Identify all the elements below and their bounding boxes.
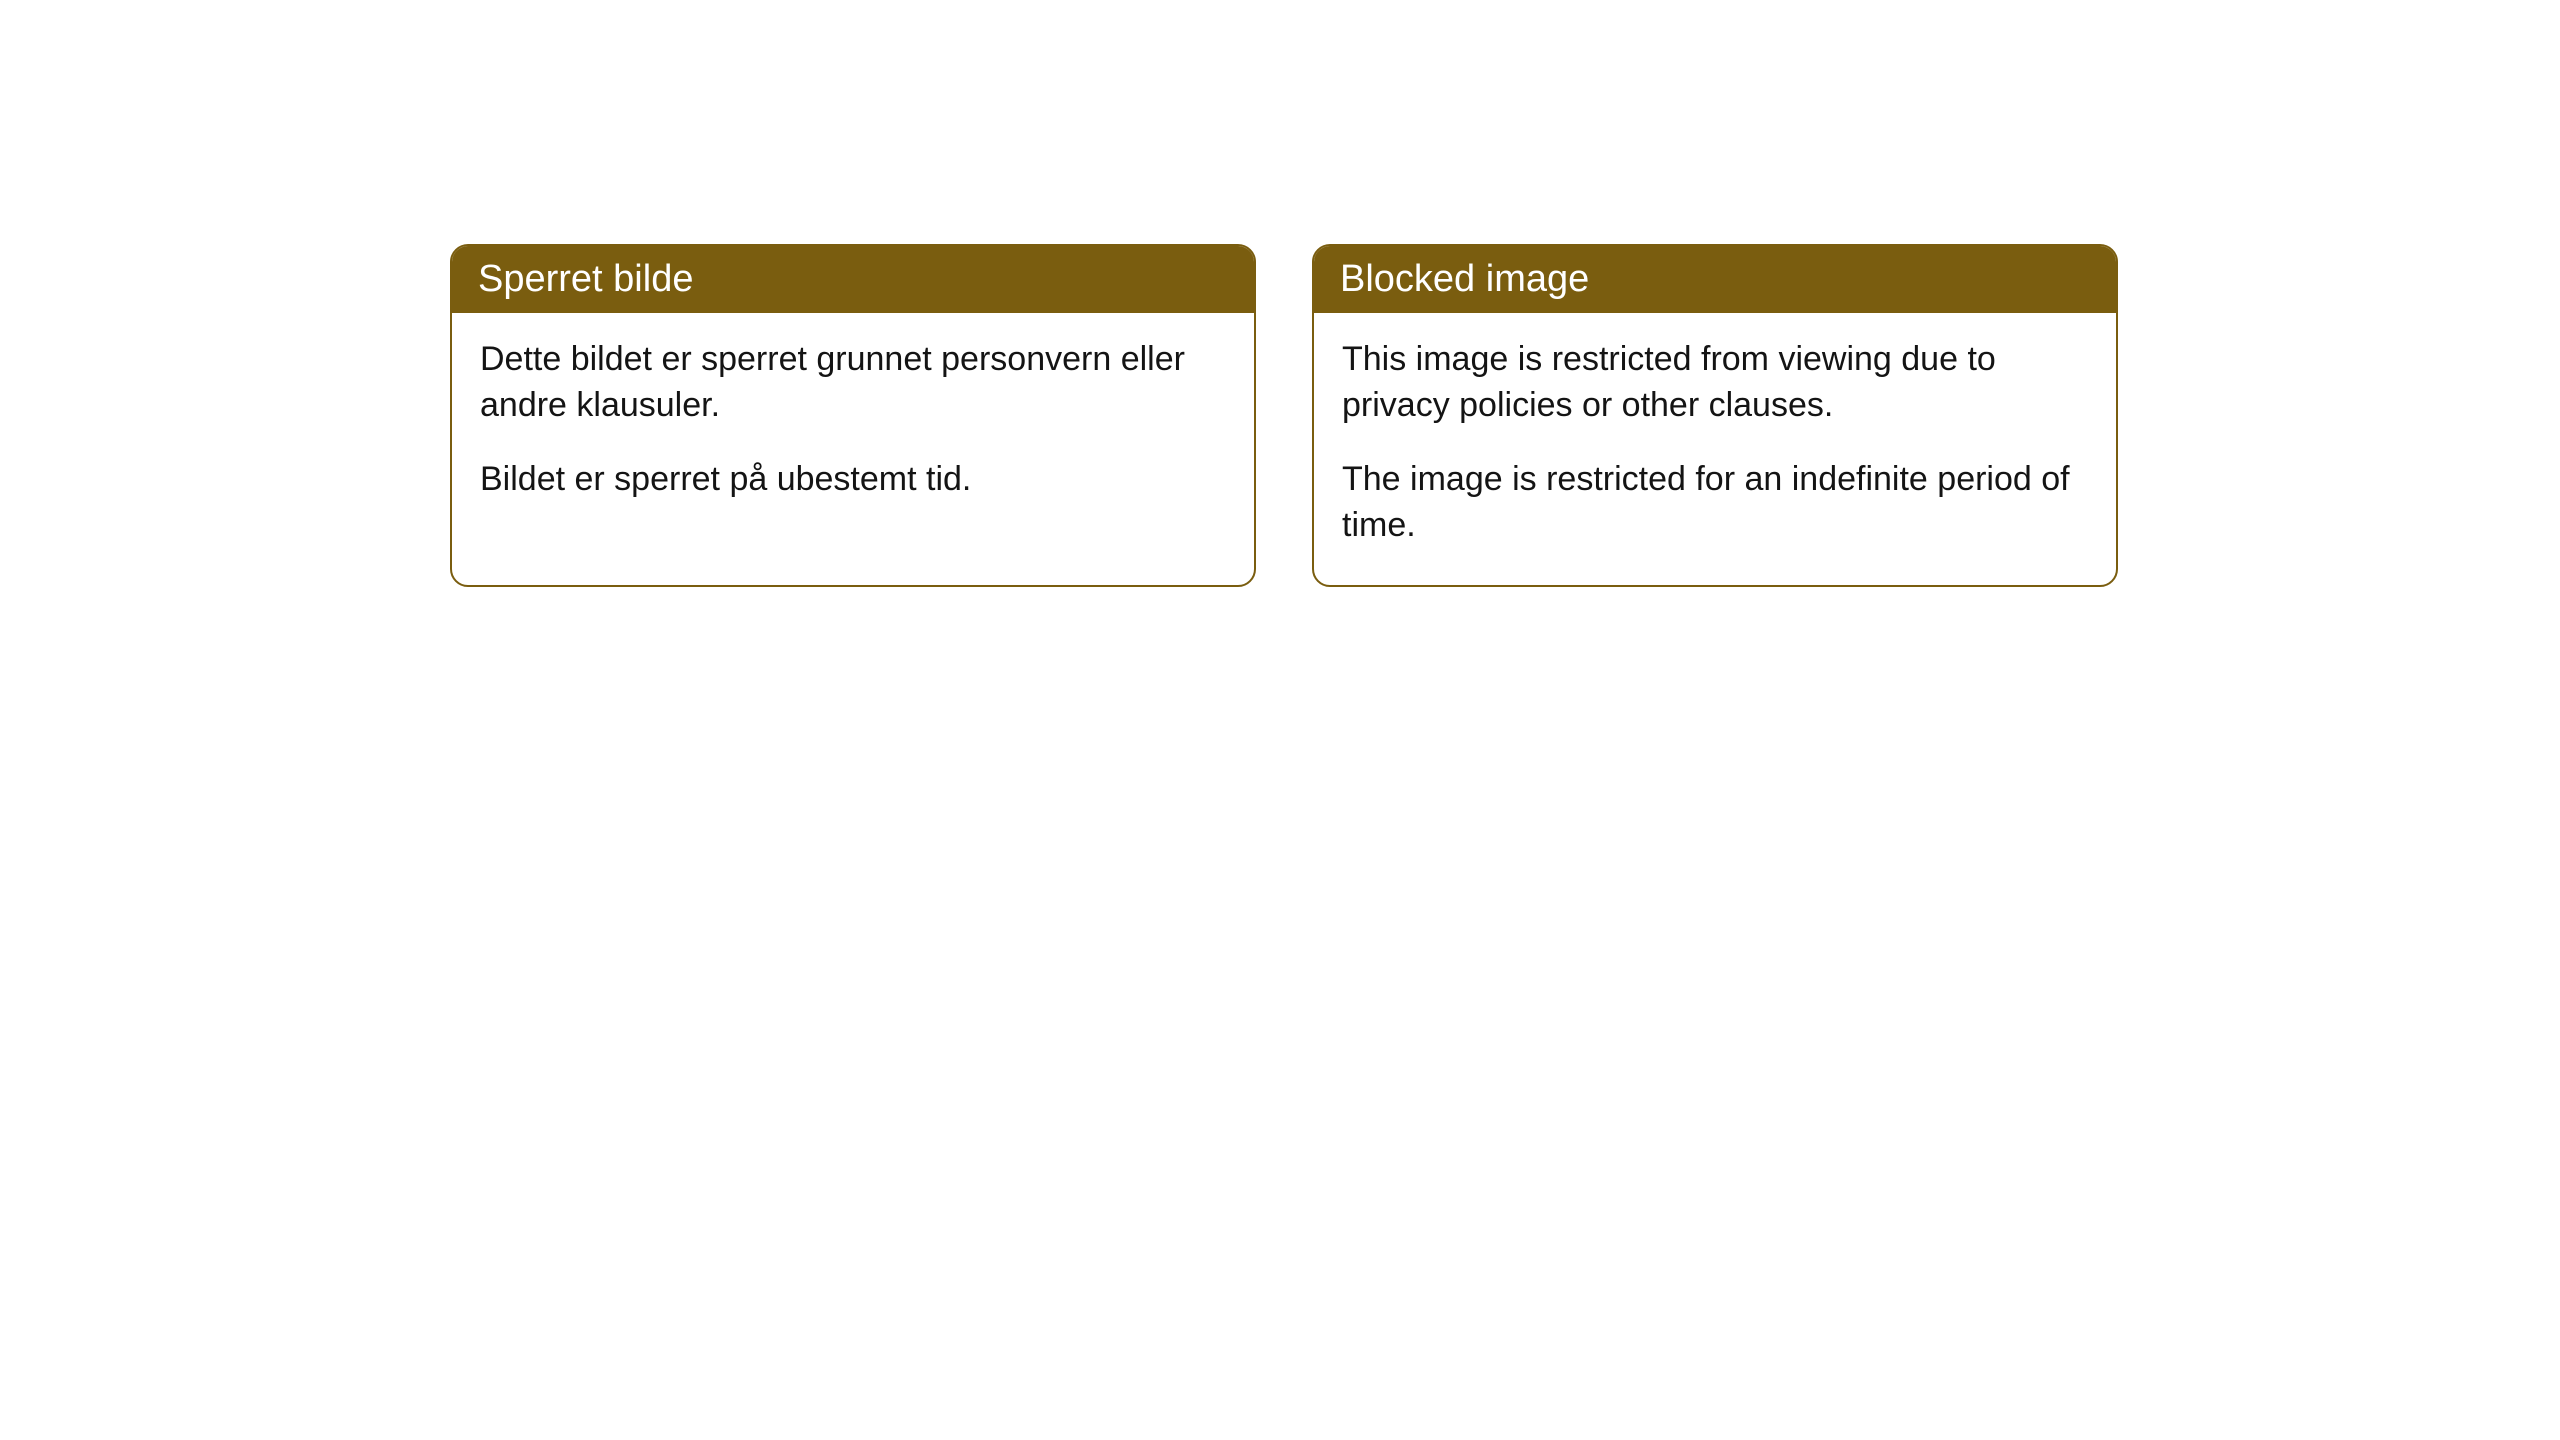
card-body-norwegian: Dette bildet er sperret grunnet personve… — [452, 313, 1254, 539]
card-text-eng-1: This image is restricted from viewing du… — [1342, 337, 2088, 429]
card-body-english: This image is restricted from viewing du… — [1314, 313, 2116, 585]
card-english: Blocked image This image is restricted f… — [1312, 244, 2118, 587]
cards-container: Sperret bilde Dette bildet er sperret gr… — [0, 0, 2560, 587]
card-text-nor-2: Bildet er sperret på ubestemt tid. — [480, 457, 1226, 503]
card-header-english: Blocked image — [1314, 246, 2116, 313]
card-norwegian: Sperret bilde Dette bildet er sperret gr… — [450, 244, 1256, 587]
card-text-eng-2: The image is restricted for an indefinit… — [1342, 457, 2088, 549]
card-text-nor-1: Dette bildet er sperret grunnet personve… — [480, 337, 1226, 429]
card-header-norwegian: Sperret bilde — [452, 246, 1254, 313]
